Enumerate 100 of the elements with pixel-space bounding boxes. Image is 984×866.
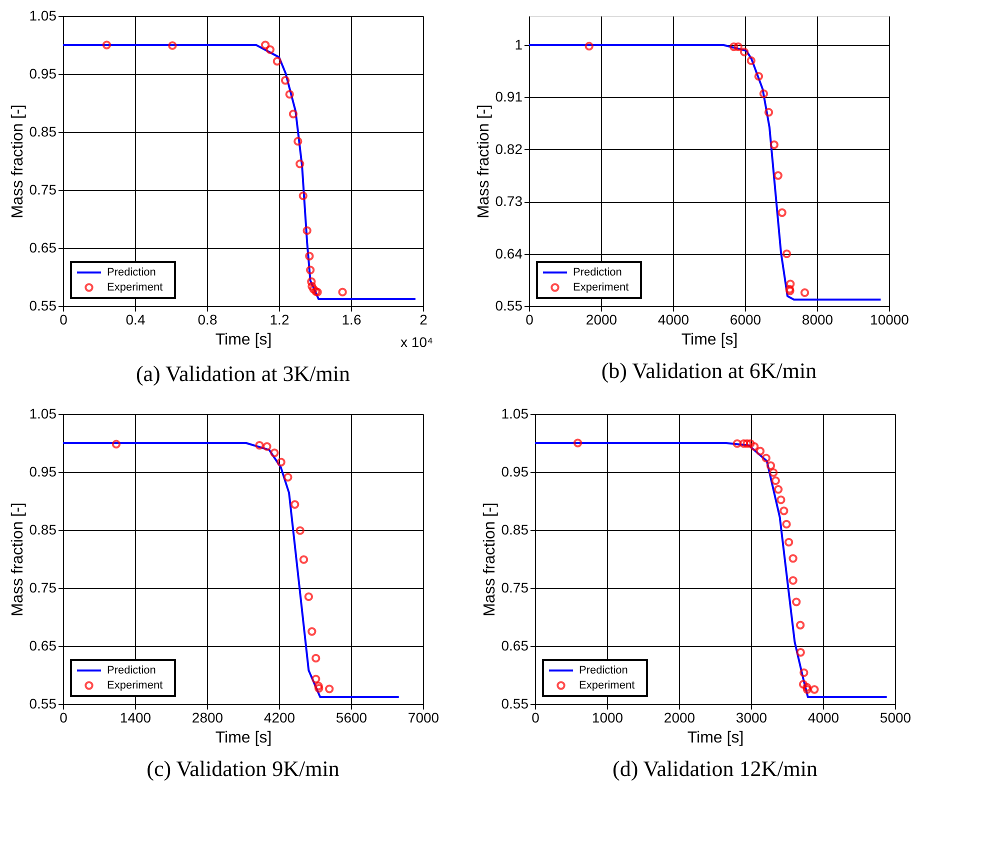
- text: (a) Validation at 3K/min: [136, 361, 350, 386]
- point: [798, 680, 808, 689]
- x-tick-label: 2000: [586, 312, 618, 328]
- legend-label: Experiment: [573, 282, 629, 294]
- text: (c) Validation 9K/min: [146, 756, 340, 781]
- point: [774, 171, 782, 180]
- point: [810, 685, 819, 694]
- point: [729, 42, 738, 52]
- point: [766, 461, 776, 470]
- point: [255, 440, 264, 450]
- text: (b) Validation at 6K/min: [601, 358, 817, 383]
- point: [800, 668, 808, 678]
- point: [290, 500, 300, 509]
- x-tick-label: 0.4: [126, 312, 146, 328]
- point: [260, 40, 270, 50]
- point: [296, 526, 304, 535]
- point: [338, 288, 347, 296]
- point: [102, 40, 112, 50]
- legend-label: Experiment: [107, 282, 163, 294]
- point: [280, 76, 290, 85]
- point: [796, 620, 805, 630]
- legend-label: Prediction: [107, 664, 156, 676]
- point: [305, 252, 314, 260]
- point: [314, 684, 324, 693]
- y-axis-title: Mass fraction [-]: [9, 502, 26, 616]
- line-series: [529, 44, 882, 301]
- y-tick-label: 0.55: [29, 298, 57, 314]
- x-tick-label: 5600: [336, 710, 368, 726]
- y-tick-label: 1.05: [29, 406, 57, 422]
- y-tick-label: 0.95: [29, 464, 57, 480]
- y-tick-label: 0.55: [29, 696, 57, 712]
- y-tick-label: 0.75: [29, 580, 57, 596]
- legend-label: Experiment: [579, 680, 635, 692]
- point: [774, 485, 783, 494]
- point: [796, 648, 805, 657]
- point: [299, 555, 308, 564]
- point: [762, 454, 770, 462]
- y-tick-label: 0.85: [501, 522, 529, 538]
- text: (d) Validation 12K/min: [612, 756, 818, 781]
- y-tick-label: 0.95: [501, 464, 529, 480]
- point: [802, 682, 812, 692]
- point: [782, 520, 791, 529]
- point: [308, 627, 316, 636]
- x-tick-label: 6000: [730, 312, 762, 328]
- x-tick-label: 2800: [192, 710, 224, 726]
- y-tick-label: 0.65: [501, 638, 529, 654]
- x-tick-label: 3000: [736, 710, 768, 726]
- point: [759, 89, 768, 98]
- y-tick-label: 1.05: [29, 8, 57, 24]
- point: [802, 685, 812, 694]
- point: [732, 439, 742, 448]
- y-tick-label: 0.85: [29, 124, 57, 140]
- y-tick-label: 0.55: [495, 298, 523, 314]
- x-tick-label: 8000: [802, 312, 834, 328]
- point: [298, 191, 308, 200]
- y-tick-label: 0.55: [501, 696, 529, 712]
- legend-label: Prediction: [107, 266, 156, 278]
- y-axis-title: Mass fraction [-]: [9, 104, 26, 218]
- point: [786, 286, 794, 296]
- point: [792, 598, 801, 606]
- point: [754, 72, 764, 81]
- x-tick-label: 1.6: [342, 312, 362, 328]
- point: [573, 438, 582, 448]
- point: [746, 439, 755, 448]
- point: [750, 442, 759, 451]
- point: [764, 108, 774, 117]
- legend-label: Prediction: [573, 266, 622, 278]
- x-axis-title: Time [s]: [687, 730, 744, 746]
- x-tick-label: 4000: [808, 710, 840, 726]
- point: [296, 160, 304, 168]
- x-tick-label: 2000: [664, 710, 696, 726]
- point: [306, 266, 315, 274]
- point: [312, 654, 320, 663]
- legend-label: Prediction: [579, 664, 628, 676]
- point: [742, 439, 752, 448]
- point: [302, 226, 312, 235]
- point: [734, 42, 743, 52]
- point: [308, 282, 316, 291]
- x-tick-label: 0.8: [198, 312, 218, 328]
- x-tick-label: 1400: [120, 710, 152, 726]
- line-series: [63, 442, 400, 698]
- point: [168, 41, 177, 50]
- point: [776, 495, 786, 504]
- x-tick-label: 1000: [592, 710, 624, 726]
- y-tick-label: 0.65: [29, 240, 57, 256]
- point: [270, 448, 279, 458]
- x-tick-label: 10000: [870, 312, 910, 328]
- x-tick-label: 1.2: [270, 312, 290, 328]
- y-tick-label: 0.65: [29, 638, 57, 654]
- point: [786, 280, 795, 288]
- point: [739, 439, 748, 448]
- x-tick-label: 0: [526, 312, 534, 328]
- point: [771, 476, 780, 486]
- point: [304, 592, 314, 602]
- point: [584, 42, 594, 51]
- point: [788, 554, 798, 563]
- y-tick-label: 0.91: [495, 88, 523, 105]
- x-tick-label: 7000: [408, 710, 440, 726]
- point: [262, 442, 272, 451]
- y-tick-label: 1.05: [501, 406, 529, 422]
